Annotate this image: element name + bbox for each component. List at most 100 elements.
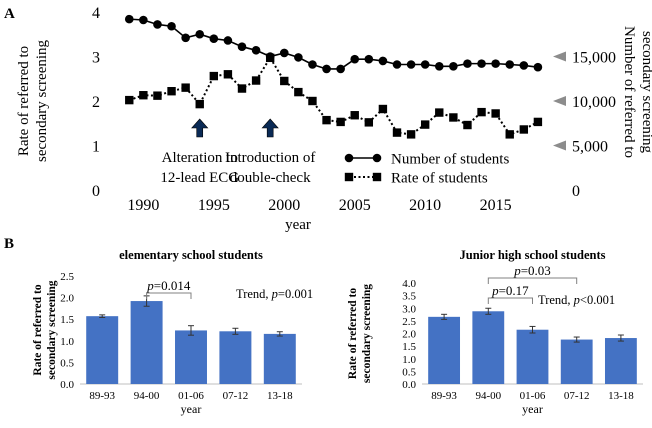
trend-label-text: Trend, [538, 293, 574, 307]
rate-series-point [449, 113, 458, 122]
number-series-point [237, 42, 247, 52]
x-tick-label: 2010 [409, 197, 441, 214]
rate-series-point [378, 104, 388, 114]
legend-marker [344, 153, 354, 163]
y-tick-label: 0.5 [402, 366, 416, 378]
number-series-point [519, 61, 529, 70]
chart-title: elementary school students [119, 248, 263, 262]
p-value-label-value: =0.03 [521, 263, 551, 278]
number-series-point [195, 29, 205, 39]
rate-series-point [209, 71, 219, 81]
p-value-label-value: =0.014 [154, 278, 191, 293]
y-right-axis-label: secondary screening [639, 31, 652, 154]
number-series-point [533, 62, 543, 72]
number-series-point [139, 15, 148, 25]
number-series-point [378, 56, 388, 66]
y-left-axis-label: secondary screening [34, 39, 50, 162]
y-tick-label: 2.5 [402, 316, 416, 328]
number-series-point [322, 64, 331, 74]
rate-series-point [251, 76, 261, 85]
number-series-point [223, 36, 233, 45]
bar [263, 333, 296, 384]
significance-bracket [487, 277, 578, 284]
bar [428, 316, 461, 384]
number-series-point [167, 21, 176, 31]
x-tick-label: 07-12 [564, 390, 590, 402]
rate-series-point [350, 111, 359, 120]
x-tick-label: 94-00 [475, 390, 501, 402]
rate-series-point [181, 83, 190, 92]
y-left-tick-label: 3 [92, 50, 100, 67]
x-tick-label: 01-06 [520, 390, 546, 402]
y-tick-label: 1.0 [60, 336, 74, 348]
rate-series-point [294, 87, 303, 97]
bar [604, 338, 637, 384]
chart-title: Junior high school students [460, 248, 606, 262]
trend-label-text: Trend, [236, 287, 272, 301]
annotation-text: Introduction of [225, 150, 315, 166]
annotation-text: double-check [230, 170, 311, 186]
right-axis-arrowhead [553, 96, 566, 106]
y-tick-label: 1.5 [402, 341, 416, 353]
number-series-point [477, 59, 486, 68]
right-axis-arrowhead [553, 51, 566, 62]
number-series-point [336, 64, 345, 74]
p-value-label: p=0.17 [491, 283, 529, 298]
p-value-label-value: =0.17 [499, 283, 530, 298]
y-left-axis-label: Rate of referred to [16, 46, 32, 156]
bar-chart-junior-high: Junior high school students0.00.51.01.52… [347, 248, 643, 416]
y-right-axis-label: Number of referred to [621, 26, 637, 158]
legend-marker [344, 172, 354, 182]
number-series-point [406, 60, 416, 69]
y-tick-label: 1.5 [60, 314, 74, 326]
y-tick-label: 3.5 [402, 291, 416, 303]
y-right-tick-label: 5,000 [572, 139, 608, 156]
y-left-tick-label: 1 [92, 139, 100, 156]
number-series-point [181, 33, 190, 43]
rate-series-point [392, 128, 402, 137]
number-series-point [294, 53, 303, 62]
y-left-tick-label: 0 [92, 183, 100, 200]
trend-label: Trend, p=0.001 [236, 287, 313, 301]
y-tick-label: 3.0 [402, 303, 416, 315]
legend-label: Rate of students [391, 171, 488, 187]
x-tick-label: 1995 [198, 197, 230, 214]
y-tick-label: 0.0 [402, 379, 416, 391]
rate-series-point [195, 99, 204, 109]
bar [130, 301, 163, 384]
y-tick-label: 2.0 [60, 293, 74, 305]
number-series-point [463, 59, 472, 68]
bar [560, 339, 593, 384]
legend-label: Number of students [391, 152, 509, 168]
x-tick-label: 1990 [127, 197, 159, 214]
bar [86, 316, 119, 384]
number-series-point [434, 61, 444, 71]
x-axis-label: year [285, 217, 311, 233]
number-series-point [364, 54, 374, 64]
x-tick-label: 94-00 [134, 390, 160, 402]
rate-series-point [491, 109, 500, 118]
x-tick-label: 01-06 [178, 390, 204, 402]
y-axis-label: secondary screening [361, 284, 373, 383]
rate-series-point [406, 130, 416, 139]
rate-series-point [237, 84, 247, 93]
x-tick-label: 2000 [268, 197, 300, 214]
x-tick-label: 2015 [480, 197, 512, 214]
number-series-point [209, 34, 219, 43]
trend-label-value: =0.001 [278, 287, 313, 301]
x-axis-label: year [522, 402, 543, 416]
rate-series-point [280, 76, 289, 86]
annotation-arrow-icon [261, 118, 279, 138]
trend-label-p: p [573, 293, 580, 307]
y-tick-label: 1.0 [402, 354, 416, 366]
y-left-tick-label: 4 [92, 5, 100, 22]
rate-series-point [477, 107, 486, 117]
rate-series-point [139, 91, 148, 100]
p-value-label-p: p [491, 283, 499, 298]
number-series-point [350, 54, 360, 64]
x-tick-label: 13-18 [267, 390, 293, 402]
y-tick-label: 2.0 [402, 329, 416, 341]
bar [516, 329, 549, 384]
number-series-point [420, 60, 430, 69]
